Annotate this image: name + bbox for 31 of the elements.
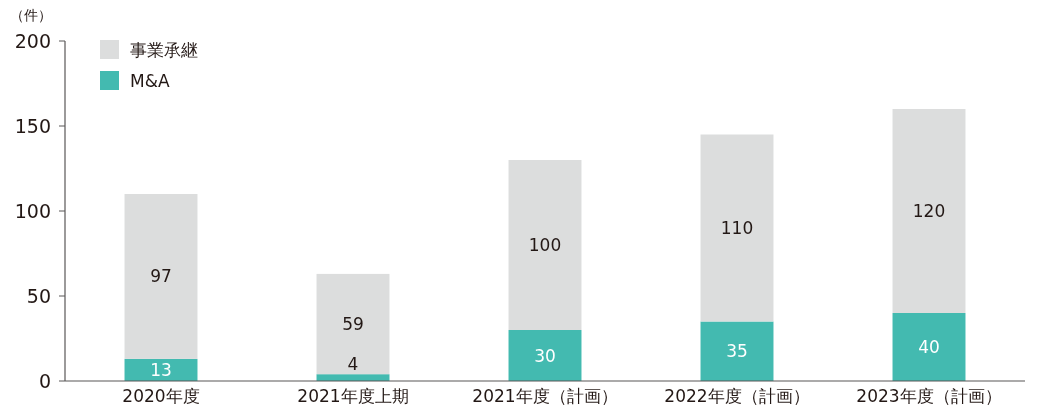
- y-tick-label: 150: [14, 115, 51, 137]
- data-label: 4: [347, 354, 359, 375]
- data-label: 97: [150, 266, 172, 287]
- data-label: 13: [150, 359, 172, 380]
- x-tick-label: 2021年度上期: [297, 386, 409, 405]
- data-label: 59: [342, 314, 364, 335]
- bar: [892, 313, 966, 381]
- bar: [892, 109, 966, 313]
- data-label: 35: [726, 341, 748, 362]
- bar: [700, 321, 774, 381]
- y-axis-title: （件）: [10, 7, 52, 23]
- y-tick-label: 100: [14, 200, 51, 222]
- data-label: 120: [912, 201, 946, 221]
- data-label: 40: [918, 337, 940, 357]
- data-label: 100: [528, 235, 562, 255]
- bar: [700, 134, 774, 322]
- bar: [124, 194, 198, 359]
- data-label: 30: [534, 345, 556, 366]
- legend-label: M&A: [130, 71, 170, 91]
- data-label: 110: [720, 218, 754, 238]
- y-tick-label: 200: [14, 30, 51, 52]
- bar: [316, 273, 390, 375]
- bar: [508, 160, 582, 330]
- legend-label: 事業承継: [130, 40, 198, 60]
- y-tick-label: 0: [38, 370, 51, 392]
- x-tick-label: 2022年度（計画）: [664, 386, 810, 405]
- x-tick-label: 2020年度: [122, 386, 200, 405]
- x-tick-label: 2023年度（計画）: [856, 386, 1002, 405]
- y-tick-label: 50: [26, 285, 51, 307]
- x-tick-label: 2021年度（計画）: [472, 386, 618, 405]
- bar: [508, 330, 582, 381]
